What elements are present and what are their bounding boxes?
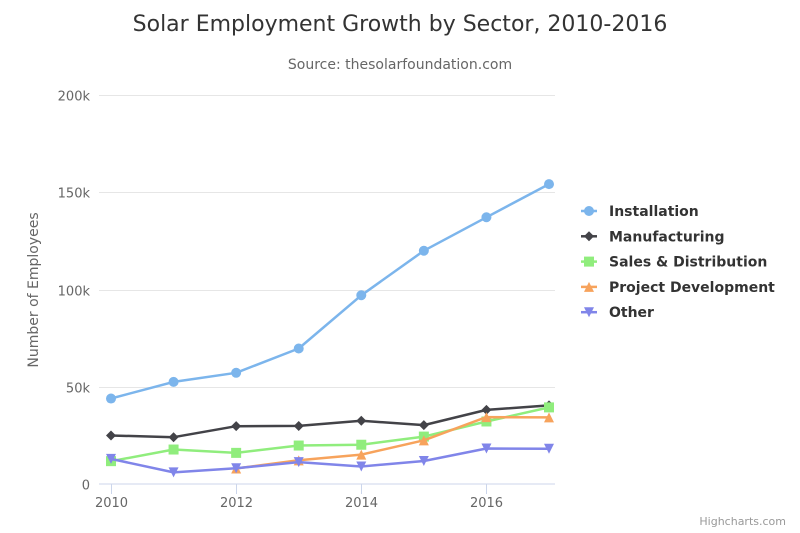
data-point[interactable] [544, 179, 554, 190]
data-point[interactable] [544, 412, 554, 423]
legend-item-sales-distribution[interactable]: Sales & Distribution [581, 255, 767, 271]
grid-lines [99, 95, 555, 388]
data-point[interactable] [293, 457, 304, 468]
series-other [106, 443, 554, 478]
data-point[interactable] [106, 393, 116, 404]
series-installation [106, 179, 554, 404]
legend-marker-icon [584, 307, 594, 318]
legend: Installation Manufacturing Sales & Distrib… [581, 204, 775, 321]
x-axis-ticks: 2010 2012 2014 2016 [95, 484, 503, 511]
series-layer [106, 179, 554, 478]
data-point[interactable] [293, 440, 304, 451]
chart-subtitle: Source: thesolarfoundation.com [288, 57, 512, 73]
data-point[interactable] [356, 449, 367, 460]
data-point[interactable] [168, 376, 179, 387]
legend-item-project-development[interactable]: Project Development [581, 280, 775, 296]
x-tick-label: 2010 [95, 496, 128, 511]
data-point[interactable] [418, 420, 429, 431]
data-point[interactable] [231, 421, 242, 432]
legend-label[interactable]: Other [609, 305, 654, 321]
x-tick-label: 2016 [470, 496, 503, 511]
legend-item-manufacturing[interactable]: Manufacturing [581, 229, 725, 245]
legend-marker-icon [584, 281, 594, 292]
legend-marker-icon [584, 206, 594, 216]
series-line [109, 182, 551, 400]
data-point[interactable] [418, 245, 429, 256]
data-point[interactable] [231, 367, 242, 378]
data-point[interactable] [231, 447, 242, 458]
data-point[interactable] [481, 443, 492, 454]
legend-label[interactable]: Sales & Distribution [609, 255, 767, 271]
legend-label[interactable]: Manufacturing [609, 229, 725, 245]
x-tick-label: 2014 [345, 496, 378, 511]
data-point[interactable] [106, 453, 116, 464]
x-tick-label: 2012 [220, 496, 253, 511]
data-point[interactable] [168, 432, 179, 443]
legend-item-installation[interactable]: Installation [581, 204, 699, 220]
data-point[interactable] [293, 343, 304, 354]
data-point[interactable] [106, 430, 116, 441]
data-point[interactable] [481, 412, 492, 423]
series-line [234, 415, 551, 470]
legend-label[interactable]: Installation [609, 204, 699, 220]
legend-item-other[interactable]: Other [581, 305, 654, 321]
series-line [109, 406, 551, 463]
data-point[interactable] [356, 290, 367, 301]
data-point[interactable] [231, 463, 242, 474]
data-point[interactable] [168, 444, 179, 455]
data-point[interactable] [481, 212, 492, 223]
chart-title: Solar Employment Growth by Sector, 2010-… [133, 12, 668, 37]
series-line [109, 447, 551, 474]
series-line [109, 404, 551, 439]
y-tick-label: 50k [66, 382, 91, 397]
y-tick-label: 0 [82, 479, 90, 494]
y-tick-label: 100k [58, 285, 91, 300]
data-point[interactable] [544, 443, 554, 454]
data-point[interactable] [481, 404, 492, 415]
y-axis-title: Number of Employees [26, 212, 42, 367]
data-point[interactable] [356, 461, 367, 472]
data-point[interactable] [418, 456, 429, 467]
data-point[interactable] [168, 467, 179, 478]
legend-marker-icon [584, 256, 594, 267]
y-axis-ticks: 0 50k 100k 150k 200k [58, 90, 91, 494]
data-point[interactable] [293, 420, 304, 431]
y-tick-label: 150k [58, 187, 91, 202]
data-point[interactable] [356, 415, 367, 426]
data-point[interactable] [544, 402, 554, 413]
data-point[interactable] [356, 439, 367, 450]
data-point[interactable] [418, 435, 429, 446]
credits-link[interactable]: Highcharts.com [699, 515, 786, 528]
legend-label[interactable]: Project Development [609, 280, 775, 296]
legend-marker-icon [584, 231, 594, 242]
y-tick-label: 200k [58, 90, 91, 105]
